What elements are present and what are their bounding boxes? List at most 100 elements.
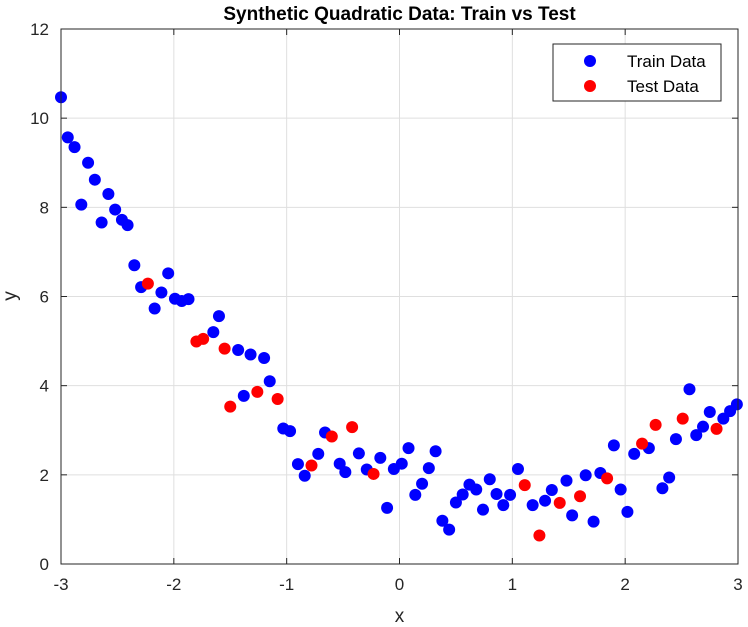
test-data-point	[325, 430, 338, 443]
train-data-point	[263, 375, 276, 388]
train-data-point	[539, 494, 552, 507]
train-data-point	[690, 429, 703, 442]
train-data-point	[258, 352, 271, 365]
train-data-point	[61, 131, 74, 144]
x-tick-label: 2	[620, 575, 629, 594]
legend-marker-train	[584, 55, 596, 67]
train-data-point	[614, 483, 627, 496]
train-data-point	[207, 326, 220, 339]
train-data-point	[333, 457, 346, 470]
train-data-point	[669, 433, 682, 446]
test-data-point	[710, 422, 723, 435]
train-data-point	[456, 488, 469, 501]
y-tick-label: 10	[30, 109, 49, 128]
train-data-point	[68, 141, 81, 154]
train-data-point	[663, 471, 676, 484]
train-data-point	[730, 398, 743, 411]
train-data-point	[628, 447, 641, 460]
train-data-point	[429, 445, 442, 458]
train-data-point	[545, 483, 558, 496]
train-data-point	[162, 267, 175, 280]
y-tick-label: 12	[30, 20, 49, 39]
data-points	[55, 91, 743, 542]
test-data-point	[367, 467, 380, 480]
train-data-point	[109, 203, 122, 216]
train-data-point	[697, 420, 710, 433]
test-data-point	[601, 472, 614, 485]
test-data-point	[251, 385, 264, 398]
train-data-point	[237, 389, 250, 402]
train-data-point	[422, 462, 435, 475]
y-tick-label: 4	[40, 377, 49, 396]
x-tick-label: -2	[166, 575, 181, 594]
test-data-point	[574, 490, 587, 503]
legend-box	[552, 43, 722, 102]
test-data-point	[271, 393, 284, 406]
test-data-point	[533, 529, 546, 542]
train-data-point	[88, 173, 101, 186]
test-data-point	[197, 332, 210, 345]
train-data-point	[182, 293, 195, 306]
x-axis-label: x	[395, 606, 405, 627]
train-data-point	[560, 474, 573, 487]
test-data-point	[636, 437, 649, 450]
legend-label-train: Train Data	[627, 52, 706, 71]
train-data-point	[443, 523, 456, 536]
train-data-point	[82, 156, 95, 169]
legend-label-test: Test Data	[627, 77, 699, 96]
x-tick-label: 1	[508, 575, 517, 594]
train-data-point	[402, 442, 415, 455]
train-data-point	[95, 216, 108, 229]
train-data-point	[128, 259, 141, 272]
test-data-point	[218, 342, 231, 355]
train-data-point	[621, 505, 634, 518]
x-tick-label: 3	[733, 575, 742, 594]
train-data-point	[683, 383, 696, 396]
train-data-point	[566, 509, 579, 522]
train-data-point	[244, 348, 257, 361]
x-tick-label: 0	[395, 575, 404, 594]
train-data-series	[55, 91, 743, 536]
train-data-point	[102, 187, 115, 200]
train-data-point	[298, 469, 311, 482]
train-data-point	[449, 496, 462, 509]
train-data-point	[148, 302, 161, 315]
train-data-point	[416, 477, 429, 490]
train-data-point	[436, 514, 449, 527]
train-data-point	[339, 466, 352, 479]
train-data-point	[526, 499, 539, 512]
train-data-point	[656, 482, 669, 495]
legend-marker-test	[584, 80, 596, 92]
y-tick-label: 6	[40, 288, 49, 307]
train-data-point	[312, 447, 325, 460]
train-data-point	[409, 488, 422, 501]
train-data-point	[212, 310, 225, 323]
train-data-point	[381, 501, 394, 514]
train-data-point	[395, 457, 408, 470]
train-data-point	[121, 219, 134, 232]
train-data-point	[579, 469, 592, 482]
train-data-point	[497, 499, 510, 512]
train-data-point	[703, 405, 716, 418]
test-data-point	[346, 421, 359, 434]
train-data-point	[511, 463, 524, 476]
train-data-point	[232, 344, 245, 356]
train-data-point	[504, 488, 517, 501]
test-data-point	[553, 496, 566, 509]
y-tick-label: 0	[40, 555, 49, 574]
train-data-point	[587, 515, 600, 528]
test-data-point	[224, 400, 237, 413]
train-data-point	[284, 425, 297, 438]
test-data-point	[518, 479, 531, 492]
y-axis-label: y	[0, 291, 21, 301]
test-data-point	[305, 459, 318, 472]
train-data-point	[490, 488, 503, 501]
test-data-point	[141, 277, 154, 290]
train-data-point	[352, 447, 365, 460]
train-data-point	[607, 439, 620, 452]
axis-ticks	[60, 28, 739, 565]
y-tick-label: 2	[40, 466, 49, 485]
train-data-point	[476, 503, 489, 516]
